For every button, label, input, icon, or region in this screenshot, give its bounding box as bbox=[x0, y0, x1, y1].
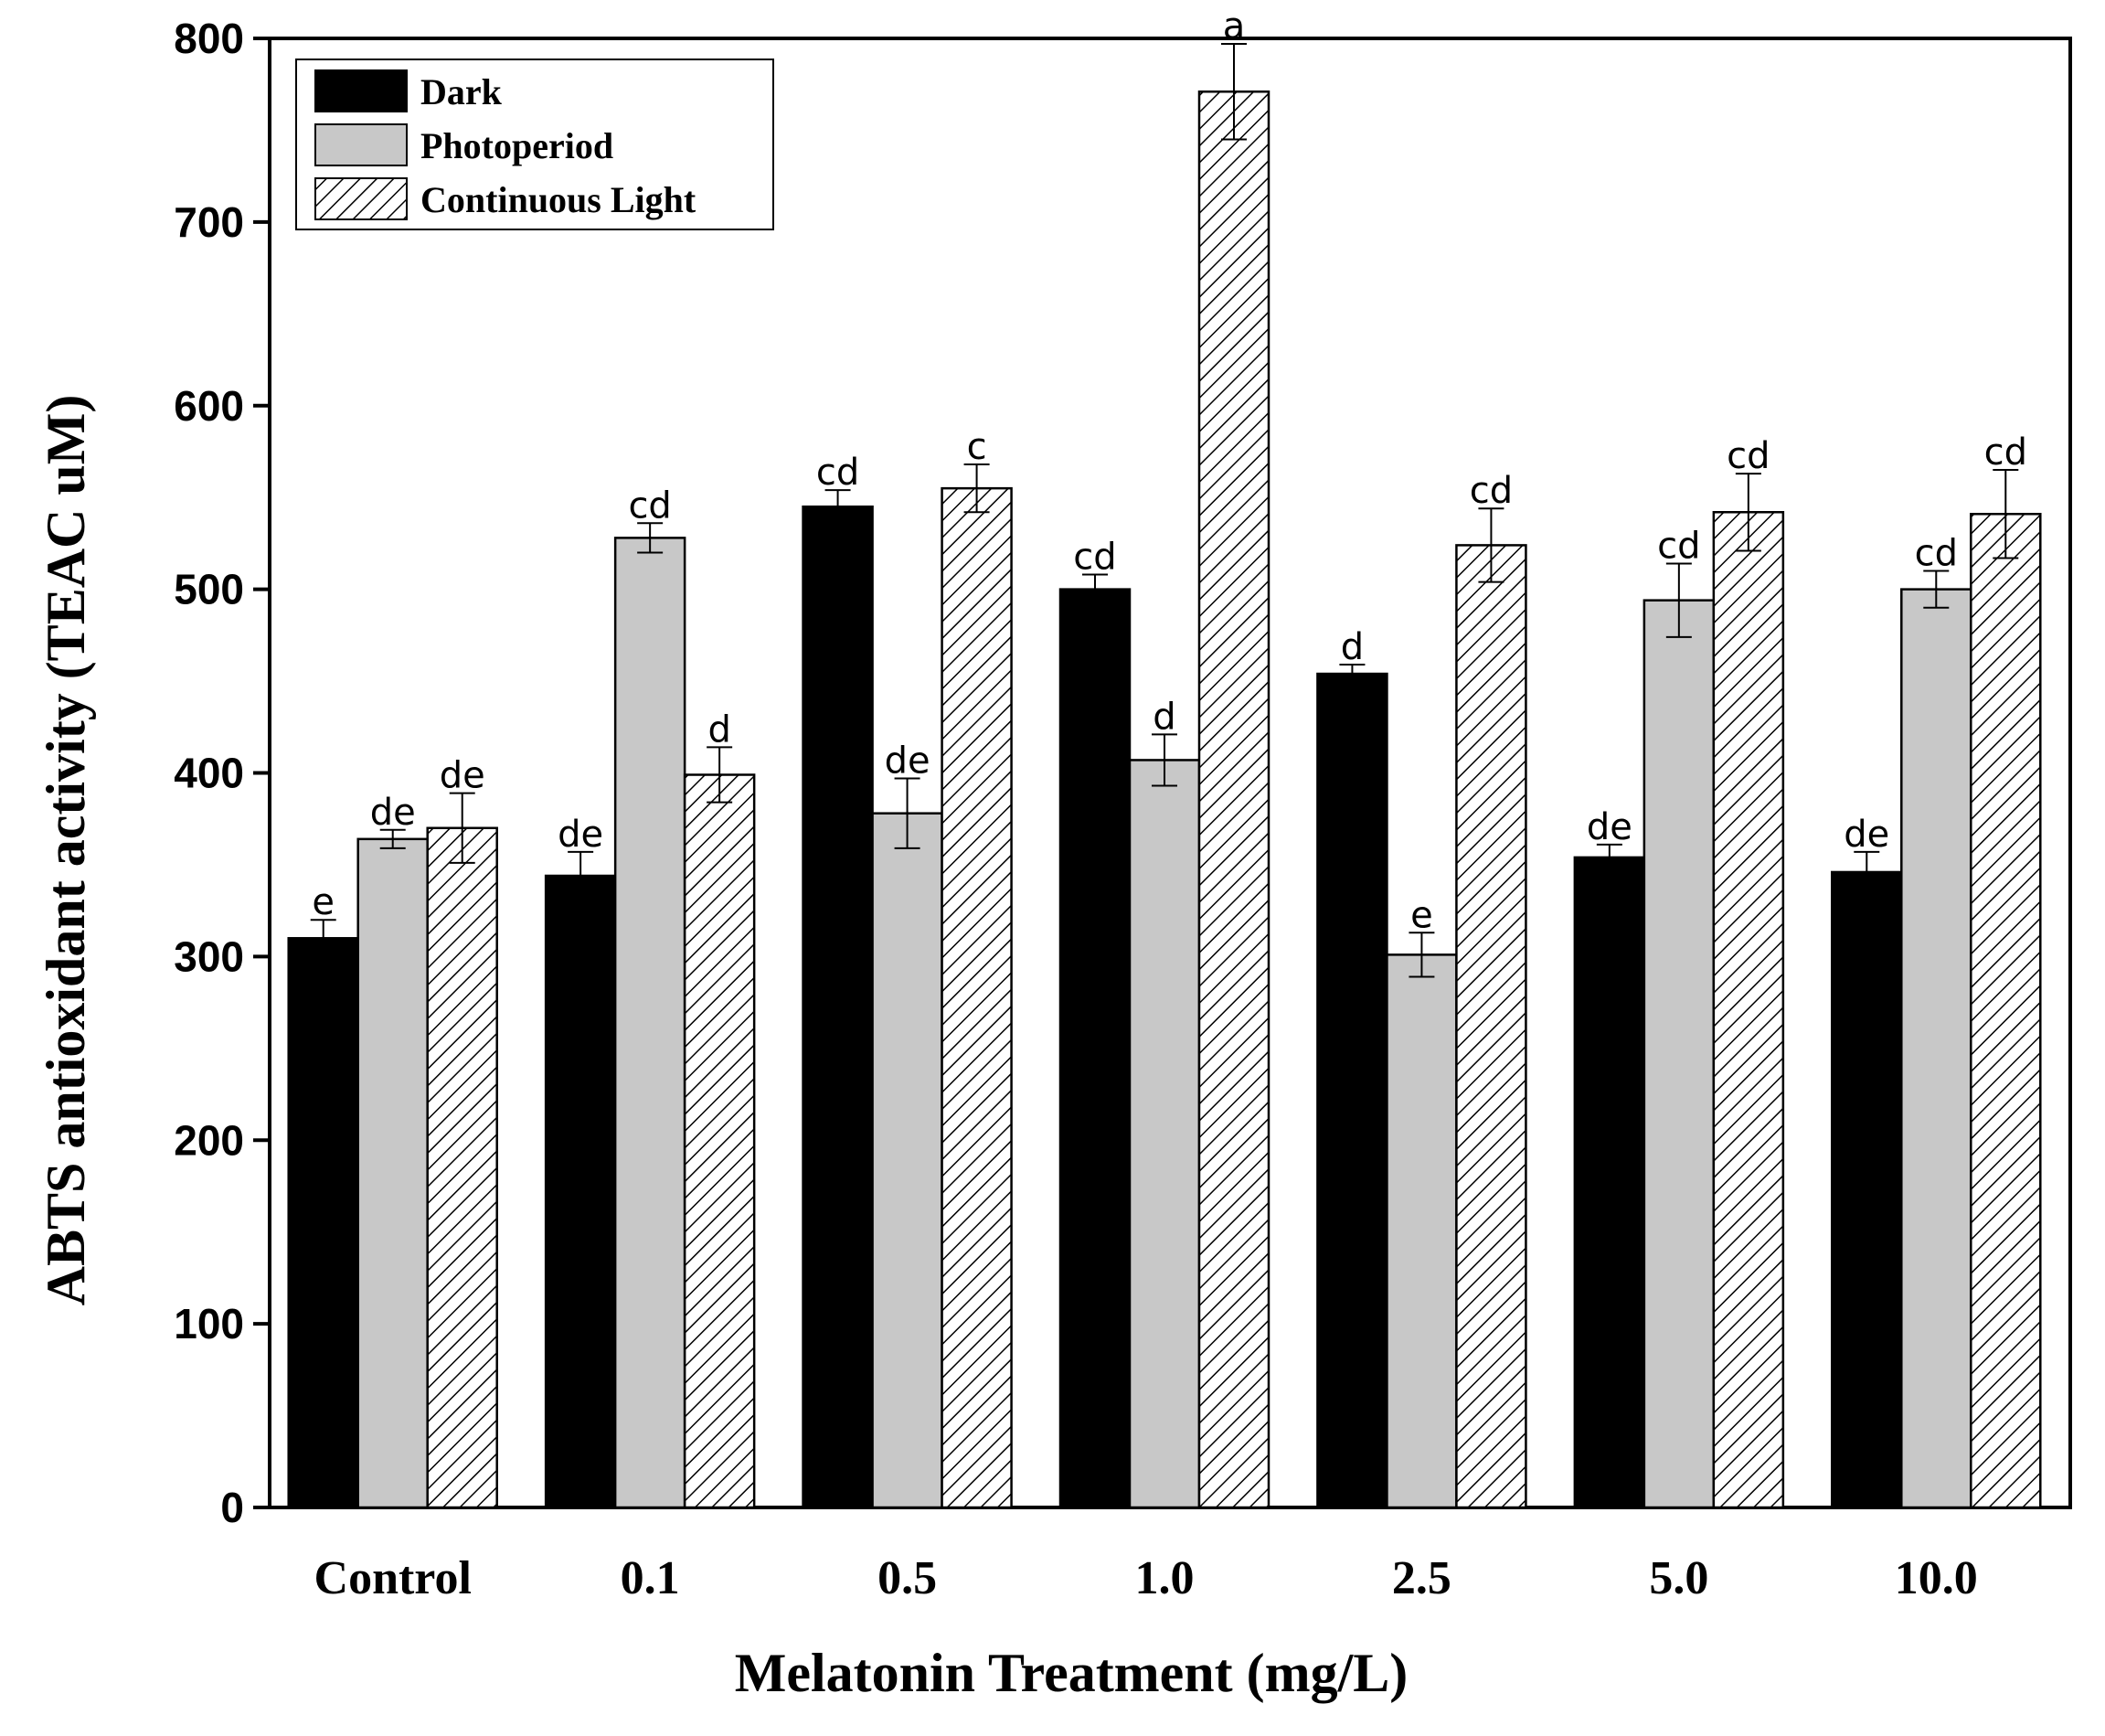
significance-label: de bbox=[885, 740, 930, 783]
y-tick-label: 100 bbox=[174, 1300, 244, 1347]
x-axis-title: Melatonin Treatment (mg/L) bbox=[735, 1643, 1409, 1703]
legend-swatch-dark bbox=[314, 69, 408, 112]
y-tick-label: 500 bbox=[174, 566, 244, 613]
legend-label-photoperiod: Photoperiod bbox=[420, 125, 613, 166]
y-tick-label: 600 bbox=[174, 382, 244, 430]
bar-photoperiod bbox=[1128, 759, 1201, 1509]
y-axis: 0 100 200 300 400 500 600 700 800 bbox=[174, 15, 270, 1531]
significance-label: cd bbox=[1727, 435, 1770, 477]
legend: Dark Photoperiod Continuous Light bbox=[295, 59, 774, 230]
bar-continuous-light bbox=[1970, 513, 2042, 1509]
significance-label: a bbox=[1223, 5, 1246, 48]
bar-photoperiod bbox=[1900, 588, 1972, 1509]
bar-continuous-light bbox=[1455, 544, 1527, 1509]
legend-label-dark: Dark bbox=[420, 71, 503, 112]
bar-dark bbox=[1316, 672, 1388, 1509]
bar-dark bbox=[1831, 870, 1903, 1509]
significance-label: c bbox=[967, 426, 987, 468]
significance-label: e bbox=[1410, 894, 1433, 936]
y-tick-label: 0 bbox=[220, 1484, 244, 1531]
y-tick-label: 300 bbox=[174, 932, 244, 980]
bar-photoperiod bbox=[613, 537, 686, 1509]
legend-swatch-continuous-light bbox=[314, 177, 408, 220]
legend-label-continuous-light: Continuous Light bbox=[420, 179, 696, 220]
significance-label: cd bbox=[1073, 537, 1116, 579]
significance-label: cd bbox=[628, 485, 671, 527]
bar-photoperiod bbox=[356, 837, 429, 1509]
bar-continuous-light bbox=[1712, 511, 1785, 1509]
bar-dark bbox=[287, 937, 359, 1509]
significance-label: cd bbox=[1915, 533, 1958, 575]
bar-continuous-light bbox=[683, 773, 756, 1509]
bar-continuous-light bbox=[426, 826, 498, 1509]
significance-label: de bbox=[558, 814, 603, 856]
bar-continuous-light bbox=[1197, 91, 1270, 1509]
significance-label: de bbox=[440, 755, 485, 797]
x-tick-label: 10.0 bbox=[1895, 1552, 1978, 1604]
legend-swatch-photoperiod bbox=[314, 123, 408, 166]
x-tick-label: 0.1 bbox=[621, 1552, 680, 1604]
bar-photoperiod bbox=[871, 812, 943, 1509]
y-tick-label: 200 bbox=[174, 1116, 244, 1164]
significance-label: cd bbox=[1657, 526, 1700, 568]
bar-dark bbox=[544, 874, 617, 1509]
x-tick-label: 0.5 bbox=[877, 1552, 937, 1604]
y-tick-label: 400 bbox=[174, 750, 244, 797]
significance-label: cd bbox=[1984, 431, 2027, 474]
significance-label: de bbox=[1844, 814, 1889, 856]
y-tick-label: 800 bbox=[174, 15, 244, 62]
bar-continuous-light bbox=[941, 486, 1013, 1509]
significance-label: de bbox=[370, 792, 416, 834]
y-axis-title: ABTS antioxidant activity (TEAC uM) bbox=[36, 395, 96, 1306]
significance-label: cd bbox=[1470, 470, 1513, 512]
y-tick-label: 700 bbox=[174, 198, 244, 246]
significance-label: d bbox=[1341, 626, 1364, 668]
x-tick-label: 5.0 bbox=[1649, 1552, 1708, 1604]
x-axis: Control 0.1 0.5 1.0 2.5 5.0 10.0 bbox=[314, 1552, 1978, 1604]
x-tick-label: 2.5 bbox=[1392, 1552, 1451, 1604]
x-tick-label: 1.0 bbox=[1135, 1552, 1195, 1604]
bar-dark bbox=[802, 505, 874, 1509]
bar-dark bbox=[1573, 856, 1646, 1509]
significance-label: de bbox=[1587, 806, 1632, 848]
significance-label: cd bbox=[816, 452, 859, 494]
bar-dark bbox=[1058, 588, 1132, 1509]
significance-label: d bbox=[1153, 696, 1175, 738]
bar-photoperiod bbox=[1643, 599, 1716, 1509]
bar-photoperiod bbox=[1386, 953, 1458, 1509]
significance-label: e bbox=[312, 881, 335, 923]
significance-label: d bbox=[707, 708, 730, 751]
x-tick-label: Control bbox=[314, 1552, 472, 1604]
